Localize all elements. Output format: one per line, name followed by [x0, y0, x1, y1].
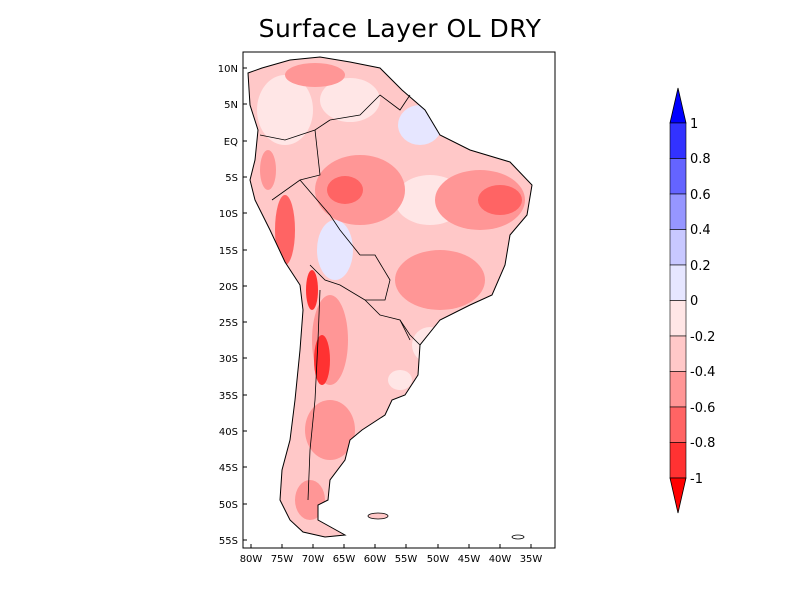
colorbar-segment	[669, 371, 687, 408]
field-patch	[395, 250, 485, 310]
lon-tick-label: 80W	[240, 554, 263, 565]
lat-tick-label: 5S	[225, 173, 238, 184]
field-patch	[320, 78, 380, 122]
colorbar-segment	[669, 335, 687, 372]
colorbar-segment	[669, 406, 687, 443]
lon-tick-label: 50W	[427, 554, 450, 565]
field-patch	[388, 370, 412, 390]
colorbar-label: 0.4	[690, 223, 711, 238]
lat-tick-label: 45S	[219, 463, 238, 474]
island-south-georgia	[511, 534, 525, 540]
border-line	[364, 299, 411, 341]
colorbar-label: 0	[690, 294, 698, 309]
lat-tick-label: 35S	[219, 391, 238, 402]
border-line	[271, 129, 321, 201]
border-line	[309, 264, 366, 301]
lon-tick-label: 45W	[458, 554, 481, 565]
colorbar-segment	[669, 158, 687, 195]
colorbar-label: 0.8	[690, 152, 711, 167]
lat-tick-label: 40S	[219, 427, 238, 438]
country-borders	[259, 94, 421, 501]
colorbar-label: -1	[690, 472, 703, 487]
lat-tick-label: 10S	[219, 209, 238, 220]
colorbar-segment	[669, 300, 687, 337]
island-falklands	[367, 512, 389, 520]
border-line	[360, 254, 391, 301]
field-patch	[478, 185, 522, 215]
colorbar-label: -0.2	[690, 330, 715, 345]
field-patch	[317, 220, 353, 280]
field-patch	[285, 63, 345, 87]
lat-tick-label: 30S	[219, 354, 238, 365]
colorbar-segment	[669, 264, 687, 301]
field-patch	[260, 150, 276, 190]
colorbar-label: 0.6	[690, 188, 711, 203]
border-line	[399, 319, 421, 346]
border-line	[259, 119, 331, 141]
lon-tick-label: 60W	[364, 554, 387, 565]
colorbar-segment	[669, 442, 687, 479]
border-line	[379, 94, 411, 111]
lon-tick-label: 65W	[333, 554, 356, 565]
colorbar-segment	[669, 229, 687, 266]
colorbar-label: -0.4	[690, 365, 715, 380]
lon-tick-label: 55W	[395, 554, 418, 565]
lon-tick-label: 35W	[520, 554, 543, 565]
lat-tick-label: 50S	[219, 500, 238, 511]
lat-tick-label: 25S	[219, 318, 238, 329]
coastline	[247, 56, 533, 538]
lat-axis: 10N 5N EQ 5S 10S 15S 20S 25S 30S 35S 40S…	[218, 64, 247, 547]
colorbar-segment	[669, 193, 687, 230]
lat-tick-label: 20S	[219, 282, 238, 293]
lat-tick-label: 5N	[224, 100, 238, 111]
colorbar: 1 0.8 0.6 0.4 0.2 0 -0.2 -0.4 -0.6 -0.8 …	[669, 87, 715, 514]
colorbar-segment	[669, 122, 687, 159]
lat-tick-label: 15S	[219, 246, 238, 257]
field-patch	[257, 75, 313, 145]
colorbar-top-arrow	[669, 87, 687, 124]
colorbar-label: -0.6	[690, 401, 715, 416]
lon-tick-label: 75W	[271, 554, 294, 565]
border-line	[299, 179, 361, 256]
field-patch	[275, 195, 295, 265]
lat-tick-label: 10N	[218, 64, 238, 75]
colorbar-bottom-arrow	[669, 477, 687, 514]
lon-axis: 80W 75W 70W 65W 60W 55W 50W 45W 40W 35W	[240, 544, 543, 565]
border-line	[307, 289, 321, 501]
lon-tick-label: 70W	[302, 554, 325, 565]
lat-tick-label: EQ	[224, 137, 238, 148]
lon-tick-label: 40W	[489, 554, 512, 565]
field-patch	[327, 176, 363, 204]
border-line	[329, 94, 381, 121]
map-title: Surface Layer OL DRY	[258, 14, 542, 43]
colorbar-label: 0.2	[690, 259, 711, 274]
field-patch	[305, 400, 355, 460]
lat-tick-label: 55S	[219, 536, 238, 547]
colorbar-label: 1	[690, 117, 698, 132]
field-patch	[306, 270, 318, 310]
colorbar-label: -0.8	[690, 436, 715, 451]
